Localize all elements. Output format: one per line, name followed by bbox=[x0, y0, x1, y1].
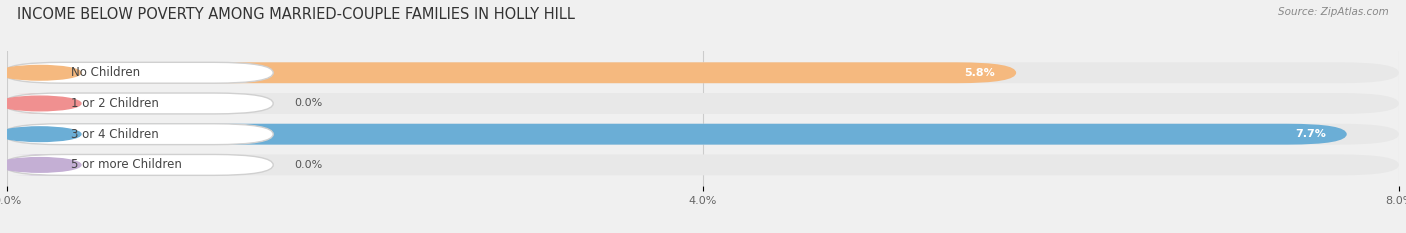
Text: Source: ZipAtlas.com: Source: ZipAtlas.com bbox=[1278, 7, 1389, 17]
Circle shape bbox=[0, 158, 82, 172]
Text: No Children: No Children bbox=[70, 66, 141, 79]
Circle shape bbox=[0, 65, 82, 80]
Text: 3 or 4 Children: 3 or 4 Children bbox=[70, 128, 159, 141]
Text: INCOME BELOW POVERTY AMONG MARRIED-COUPLE FAMILIES IN HOLLY HILL: INCOME BELOW POVERTY AMONG MARRIED-COUPL… bbox=[17, 7, 575, 22]
FancyBboxPatch shape bbox=[7, 62, 1017, 83]
Text: 7.7%: 7.7% bbox=[1295, 129, 1326, 139]
FancyBboxPatch shape bbox=[7, 154, 73, 175]
FancyBboxPatch shape bbox=[4, 93, 273, 114]
FancyBboxPatch shape bbox=[7, 93, 73, 114]
FancyBboxPatch shape bbox=[7, 124, 1347, 145]
Circle shape bbox=[0, 96, 82, 111]
FancyBboxPatch shape bbox=[7, 62, 1399, 83]
FancyBboxPatch shape bbox=[4, 154, 273, 175]
FancyBboxPatch shape bbox=[7, 93, 1399, 114]
Text: 5.8%: 5.8% bbox=[965, 68, 995, 78]
FancyBboxPatch shape bbox=[4, 124, 273, 145]
FancyBboxPatch shape bbox=[7, 154, 1399, 175]
Text: 0.0%: 0.0% bbox=[294, 99, 322, 109]
Text: 5 or more Children: 5 or more Children bbox=[70, 158, 181, 171]
Text: 0.0%: 0.0% bbox=[294, 160, 322, 170]
Circle shape bbox=[0, 127, 82, 141]
FancyBboxPatch shape bbox=[7, 124, 1399, 145]
FancyBboxPatch shape bbox=[4, 62, 273, 83]
Text: 1 or 2 Children: 1 or 2 Children bbox=[70, 97, 159, 110]
